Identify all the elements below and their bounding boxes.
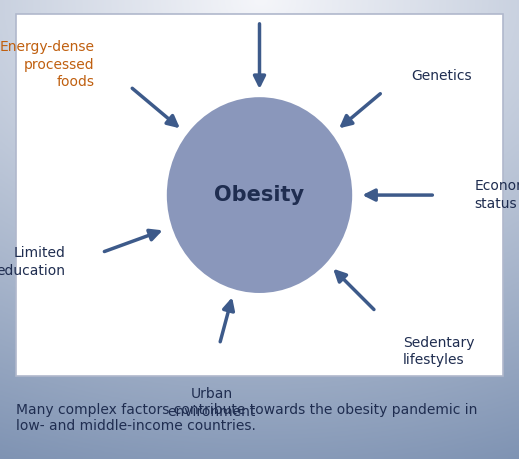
Ellipse shape [167, 97, 352, 293]
Text: Many complex factors contribute towards the obesity pandemic in
low- and middle-: Many complex factors contribute towards … [16, 403, 477, 433]
Text: Obesity: Obesity [214, 185, 305, 205]
Text: Sedentary
lifestyles: Sedentary lifestyles [403, 336, 475, 368]
Text: Limited
education: Limited education [0, 246, 66, 278]
Text: Urban
environment: Urban environment [168, 387, 256, 419]
FancyBboxPatch shape [16, 14, 503, 376]
Text: Genetics: Genetics [412, 69, 472, 83]
Text: Energy-dense
processed
foods: Energy-dense processed foods [0, 40, 94, 89]
Text: Economic
status: Economic status [474, 179, 519, 211]
